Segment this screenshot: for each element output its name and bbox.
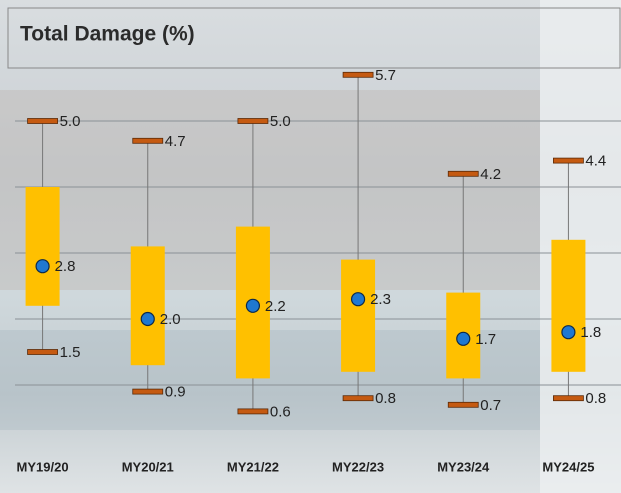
mean-label: 2.2 [265, 298, 286, 315]
max-label: 5.0 [60, 113, 81, 130]
x-tick-label: MY24/25 [542, 459, 594, 474]
min-label: 0.6 [270, 403, 291, 420]
min-label: 0.9 [165, 384, 186, 401]
max-label: 4.2 [480, 166, 501, 183]
max-marker [342, 71, 374, 78]
min-label: 0.7 [480, 397, 501, 414]
min-marker [132, 388, 164, 395]
x-tick-label: MY21/22 [227, 459, 279, 474]
max-marker [447, 170, 479, 177]
min-marker [553, 395, 584, 402]
mean-marker [350, 292, 366, 307]
mean-marker [561, 325, 576, 340]
x-tick-label: MY19/20 [17, 459, 69, 474]
min-marker [342, 395, 374, 402]
mean-marker [456, 331, 471, 346]
mean-label: 2.3 [370, 291, 391, 308]
mean-label: 1.7 [475, 331, 496, 348]
box [25, 187, 60, 306]
mean-marker [245, 298, 261, 313]
x-tick-label: MY20/21 [122, 459, 174, 474]
min-label: 0.8 [375, 390, 396, 407]
max-label: 5.7 [375, 67, 396, 84]
x-tick-label: MY23/24 [437, 459, 490, 474]
max-label: 4.4 [585, 153, 606, 170]
mean-label: 2.0 [160, 311, 181, 328]
background-buildings [0, 90, 540, 290]
min-marker [27, 349, 58, 355]
x-tick-label: MY22/23 [332, 459, 384, 474]
box [130, 246, 165, 366]
max-marker [27, 118, 58, 124]
min-marker [447, 401, 479, 408]
mean-marker [35, 259, 50, 274]
chart-title: Total Damage (%) [20, 23, 195, 46]
max-marker [553, 157, 584, 164]
min-label: 0.8 [585, 390, 606, 407]
max-marker [132, 137, 164, 144]
mean-label: 1.8 [580, 324, 601, 341]
max-label: 4.7 [165, 133, 186, 150]
min-marker [237, 408, 269, 415]
max-label: 5.0 [270, 113, 291, 130]
title-panel [7, 7, 621, 69]
mean-label: 2.8 [55, 258, 76, 275]
box [341, 259, 376, 372]
mean-marker [140, 311, 155, 327]
min-label: 1.5 [60, 344, 81, 361]
max-marker [237, 118, 269, 124]
box [551, 239, 586, 372]
